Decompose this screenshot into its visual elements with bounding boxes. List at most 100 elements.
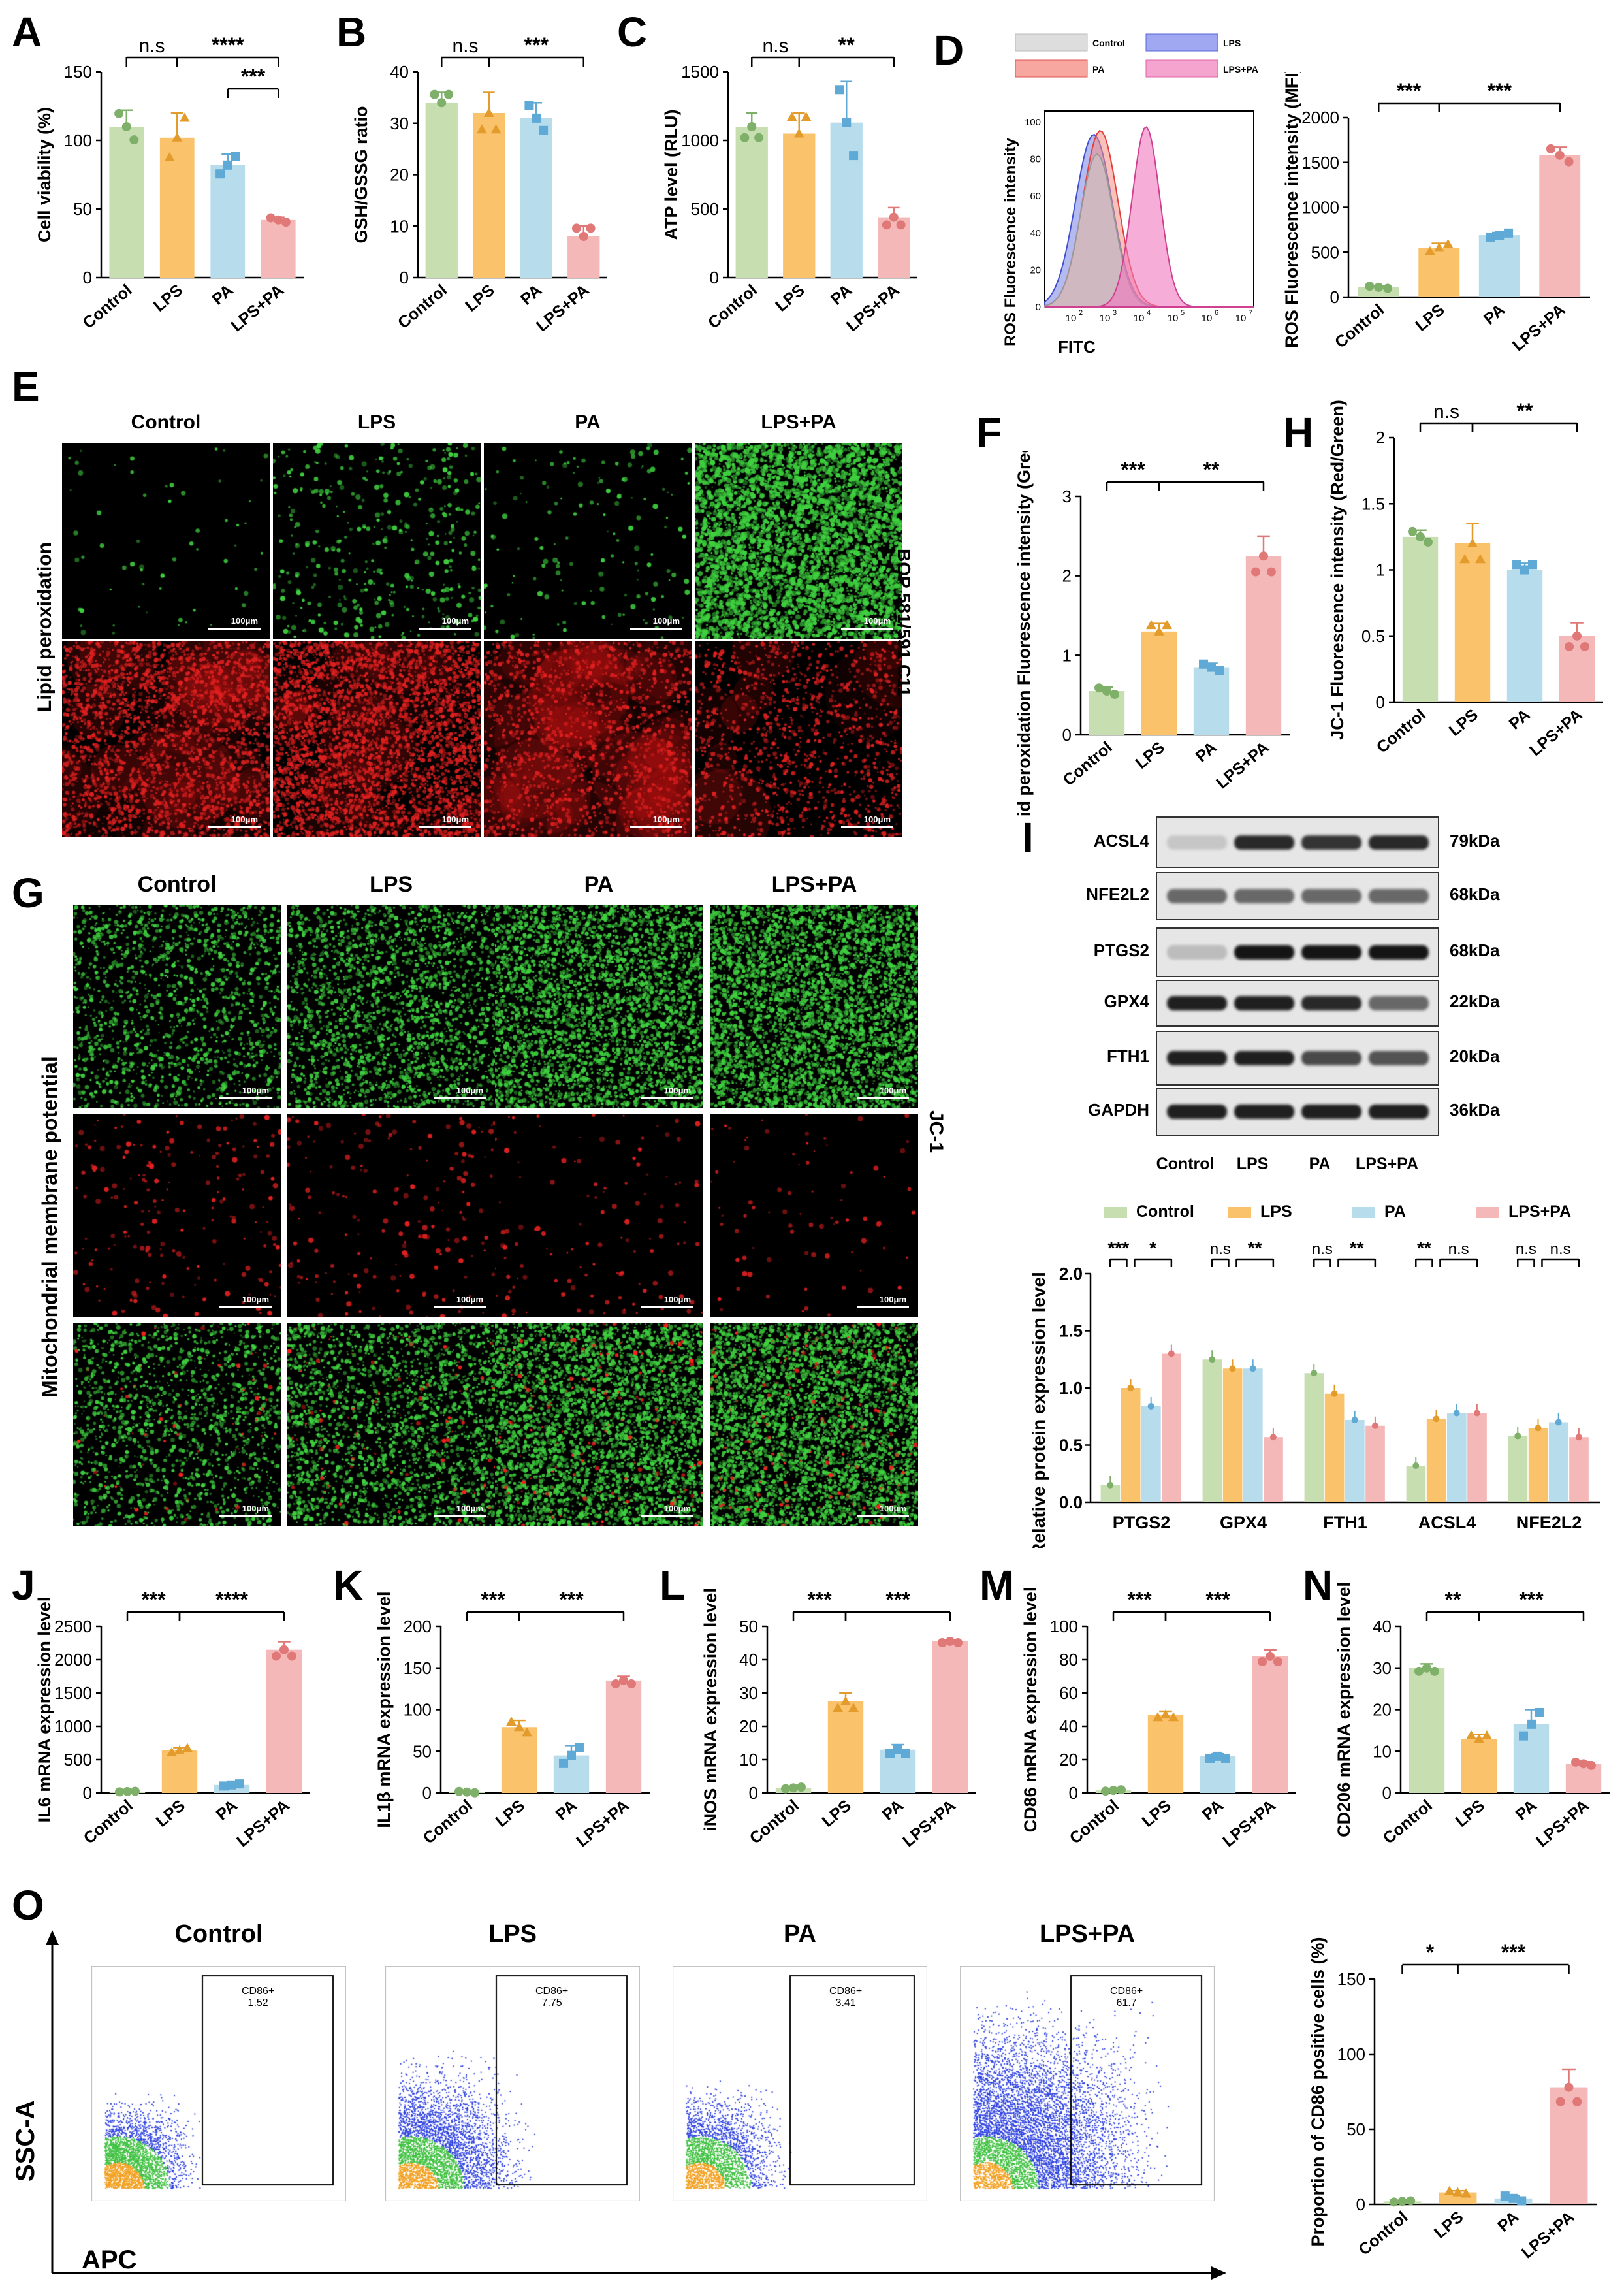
panel-label-a: A	[12, 8, 42, 56]
data-point	[1495, 231, 1505, 240]
bar-Control	[735, 127, 768, 278]
data-point	[1365, 282, 1375, 291]
y-tick-label: 100	[1025, 117, 1041, 128]
blot-band	[1167, 1051, 1227, 1065]
scale-label: 100μm	[242, 1295, 269, 1304]
x-tick-label: PA	[1494, 2208, 1522, 2236]
data-point	[1153, 1712, 1164, 1722]
bar-NFE2L2-Control	[1508, 1436, 1528, 1502]
sig-label: n.s	[1448, 1240, 1469, 1258]
scale-bar	[208, 826, 261, 828]
legend-label: Control	[1136, 1202, 1194, 1221]
y-tick-label: 2	[1376, 428, 1385, 447]
sig-label: ***	[141, 1588, 166, 1611]
blot-kda-label: 20kDa	[1450, 1046, 1500, 1066]
data-point	[1572, 2097, 1582, 2106]
y-tick-label: 0	[1356, 2195, 1365, 2214]
data-point	[1442, 238, 1454, 248]
bar-LPS	[1141, 631, 1177, 735]
sig-label: ***	[1121, 458, 1145, 481]
micrograph: 100μm	[287, 1323, 495, 1526]
y-tick-label: 40	[390, 62, 409, 82]
y-tick-label: 50	[413, 1741, 432, 1761]
legend-swatch	[1228, 1207, 1251, 1218]
sig-label: **	[838, 33, 855, 57]
x-tick-label: LPS+PA	[233, 1796, 293, 1850]
blot-band	[1167, 1105, 1227, 1119]
x-tick-label: LPS+PA	[899, 1796, 959, 1850]
x-axis-label: APC	[82, 2246, 137, 2274]
legend-label: LPS	[1260, 1202, 1292, 1221]
scale-bar	[434, 1306, 486, 1308]
data-point	[444, 89, 454, 99]
sig-label: n.s	[1550, 1240, 1571, 1258]
y-tick-label: 2000	[1301, 108, 1339, 127]
x-tick-label: LPS+PA	[1533, 1796, 1593, 1850]
flow-title: LPS	[488, 1920, 537, 1948]
blot-band	[1301, 996, 1361, 1010]
data-point	[287, 1651, 296, 1661]
y-tick-label: 20	[1373, 1700, 1392, 1720]
sig-label: ***	[524, 33, 549, 57]
column-label: LPS	[369, 872, 413, 897]
y-axis-label: CD206 mRNA expression level	[1334, 1582, 1354, 1837]
bar-PA	[520, 118, 552, 278]
y-tick-label: 1.5	[1059, 1321, 1083, 1341]
scale-label: 100μm	[231, 814, 258, 824]
y-tick-label: 0	[1062, 725, 1072, 745]
sig-label: ***	[807, 1588, 832, 1611]
x-tick-label: PA	[517, 281, 545, 309]
scale-label: 100μm	[879, 1086, 906, 1095]
data-point	[1564, 2082, 1574, 2092]
y-axis-label: IL6 mRNA expression level	[35, 1597, 54, 1823]
y-tick-label: 0	[749, 1783, 758, 1803]
x-tick-label: LPS	[1139, 1796, 1175, 1831]
data-point	[1259, 551, 1268, 561]
data-point	[1414, 1666, 1424, 1676]
x-tick-label: LPS	[819, 1796, 855, 1831]
sig-label: n.s	[138, 35, 165, 57]
sig-label: ****	[212, 33, 244, 57]
y-tick-label: 1	[1062, 645, 1072, 665]
data-point	[1251, 567, 1261, 577]
row-label: Mitochondrial membrane potential	[38, 1056, 61, 1398]
legend-label: LPS	[1223, 38, 1241, 48]
x-tick-label: PA	[213, 1796, 241, 1824]
data-point	[114, 108, 124, 118]
data-point	[559, 1758, 569, 1768]
bar-GPX4-PA	[1243, 1368, 1263, 1502]
micrograph: 100μm	[62, 641, 270, 837]
x-tick-label: PA	[1192, 738, 1220, 766]
bar-PA	[880, 1749, 916, 1793]
micrograph-image	[287, 1114, 495, 1317]
legend-label: LPS+PA	[1508, 1202, 1571, 1221]
data-point	[1406, 2196, 1416, 2206]
sig-label: ***	[241, 65, 266, 88]
data-point	[470, 1788, 479, 1798]
data-point	[571, 223, 581, 233]
data-point	[1565, 641, 1574, 651]
flow-dot-plot	[91, 1966, 346, 2201]
data-point	[164, 152, 175, 162]
data-point	[1207, 662, 1216, 672]
data-point	[266, 213, 276, 223]
blot-band	[1167, 835, 1227, 850]
data-point	[1555, 150, 1565, 160]
blot-kda-label: 22kDa	[1450, 992, 1500, 1011]
micrograph-image	[273, 443, 481, 639]
sig-label: n.s	[452, 35, 478, 57]
data-point	[1371, 1422, 1378, 1429]
sig-label: ****	[215, 1588, 248, 1611]
sig-label: ***	[1108, 1238, 1130, 1258]
bar-Control	[1089, 691, 1125, 735]
x-tick-label: PA	[1199, 1796, 1227, 1824]
blot-lane-label: Control	[1156, 1155, 1215, 1173]
x-tick-label: Control	[1380, 1796, 1436, 1848]
scale-label: 100μm	[663, 1504, 691, 1513]
bar-PA	[1193, 667, 1230, 735]
blot-protein-label: GAPDH	[1088, 1100, 1149, 1120]
micrograph: 100μm	[695, 641, 902, 837]
data-point	[1205, 1753, 1215, 1763]
bar-LPS+PA	[266, 1649, 302, 1793]
bar-LPS+PA	[1252, 1656, 1288, 1793]
